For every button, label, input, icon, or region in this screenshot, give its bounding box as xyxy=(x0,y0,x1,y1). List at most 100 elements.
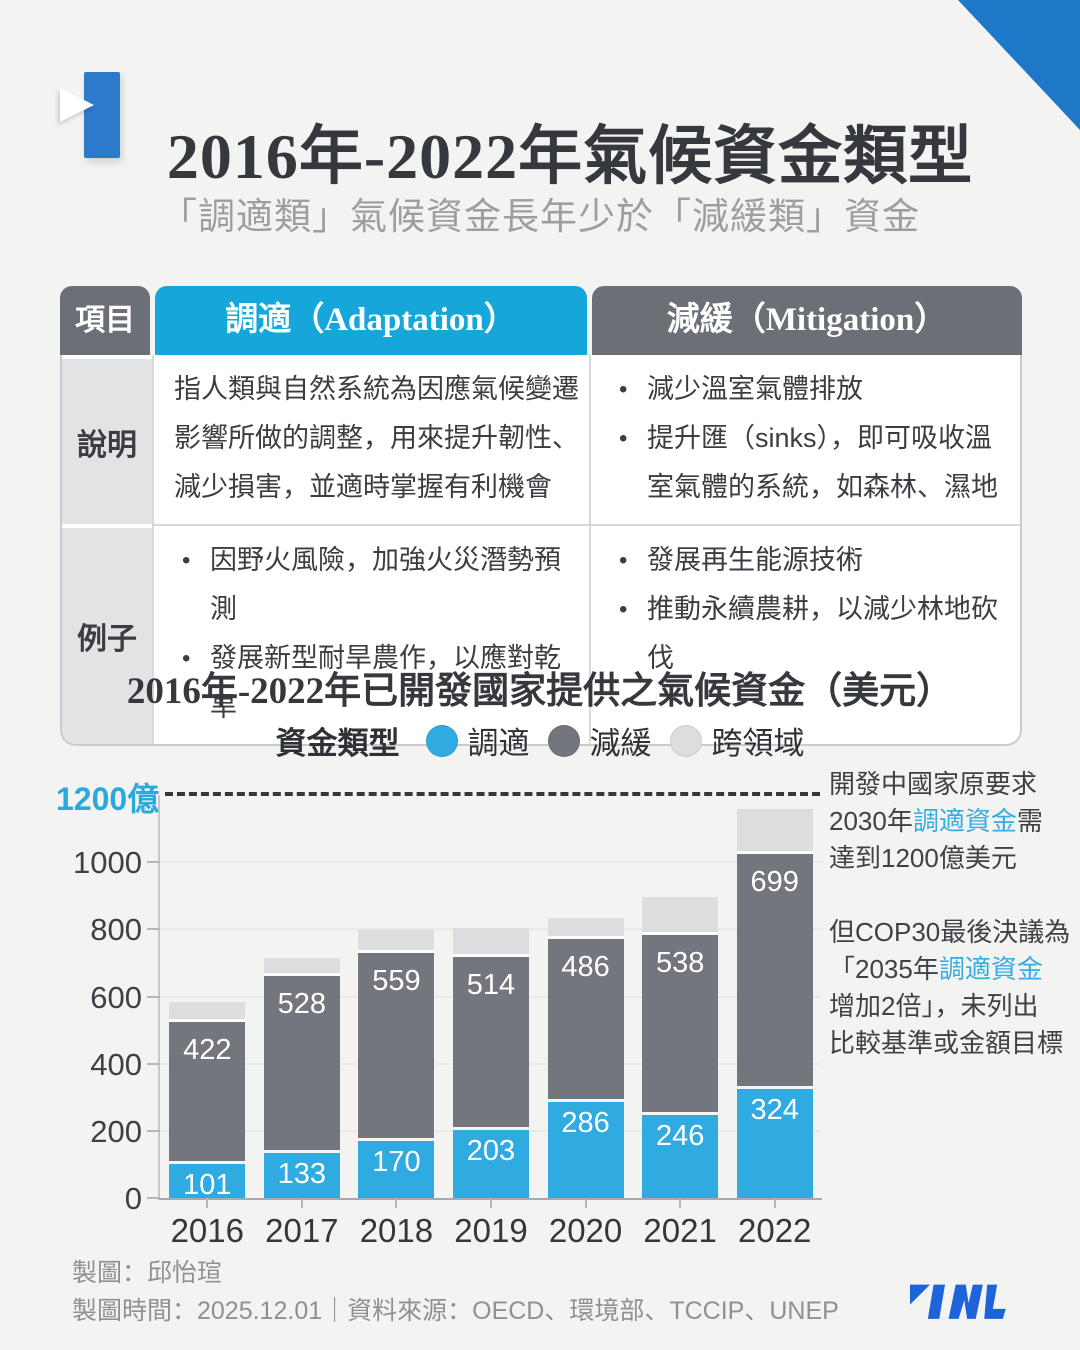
x-axis-category-label: 2020 xyxy=(548,1212,623,1249)
table-cell-mitigation-examples: 發展再生能源技術 推動永續農耕，以減少林地砍伐 xyxy=(589,524,1020,744)
annotation-paragraph-2: 但COP30最後決議為 「2035年調適資金增加2倍」，未列出 比較基準或金額目標 xyxy=(829,914,1075,1062)
x-axis-tick xyxy=(300,1198,303,1208)
bar-segment-cross_cutting-2021 xyxy=(642,897,719,935)
x-axis-tick xyxy=(584,1198,587,1208)
chart-plot: 0 200 400 600 800 1000 1200億 101 422 2016 133 528 20… xyxy=(56,781,822,1249)
bar-value-label-mitigation-2017: 528 xyxy=(277,988,327,1020)
list-item: 推動永續農耕，以減少林地砍伐 xyxy=(611,585,1010,683)
annotation-text: 開發中國家原要求 xyxy=(829,769,1038,799)
annotation-text: 「2035年 xyxy=(829,954,939,984)
adaptation-dot-icon xyxy=(425,724,458,757)
bar-segment-cross_cutting-2022 xyxy=(736,808,813,855)
list-item: 發展新型耐旱農作，以應對乾旱 xyxy=(174,634,579,732)
table-cell-adaptation-examples: 因野火風險，加強火災潛勢預測 發展新型耐旱農作，以應對乾旱 xyxy=(152,524,589,744)
annotation-text: 2030年 xyxy=(829,806,913,836)
bar-value-label-mitigation-2020: 486 xyxy=(561,950,610,983)
footer-meta: 製圖時間：2025.12.01｜資料來源：OECD、環境部、TCCIP、UNEP xyxy=(72,1297,839,1325)
bar-segment-cross_cutting-2016 xyxy=(169,1001,246,1023)
bar-segment-mitigation-2017 xyxy=(263,976,340,1154)
bar-value-label-mitigation-2019: 514 xyxy=(466,969,516,1002)
legend-label: 跨領域 xyxy=(711,726,805,761)
x-axis-category-label: 2018 xyxy=(359,1212,434,1249)
legend-label: 減緩 xyxy=(589,726,652,761)
bar-segment-adaptation-2020 xyxy=(547,1101,624,1198)
chart-legend: 資金類型 調適 減緩 跨領域 xyxy=(0,718,1080,763)
table-header-adaptation: 調適（Adaptation） xyxy=(155,286,587,355)
y-axis-tick xyxy=(147,861,160,864)
y-axis-tick xyxy=(147,995,160,998)
bar-segment-adaptation-2016 xyxy=(169,1164,246,1198)
x-axis-category-label: 2016 xyxy=(170,1212,244,1249)
bar-value-label-adaptation-2018: 170 xyxy=(372,1145,421,1178)
y-axis-tick xyxy=(147,1197,160,1199)
chart-annotations: 開發中國家原要求 2030年調適資金需 達到1200億美元 但COP30最後決議為 「2… xyxy=(829,766,1075,1099)
bar-value-label-adaptation-2017: 133 xyxy=(277,1158,327,1191)
table-cell-mitigation-description: 減少溫室氣體排放 提升匯（sinks），即可吸收溫室氣體的系統，如森林、濕地 xyxy=(589,355,1020,524)
annotation-line: 2030年調適資金需 xyxy=(829,803,1075,840)
bar-value-label-adaptation-2016: 101 xyxy=(183,1169,232,1202)
annotation-text: 達到1200億美元 xyxy=(829,843,1017,873)
bar-value-label-adaptation-2021: 246 xyxy=(655,1120,705,1153)
bar-value-label-mitigation-2016: 422 xyxy=(183,1034,232,1067)
annotation-highlight-text: 調適資金 xyxy=(938,954,1043,984)
mitigation-description-list: 減少溫室氣體排放 提升匯（sinks），即可吸收溫室氣體的系統，如森林、濕地 xyxy=(611,365,1010,512)
annotation-text: 但COP30最後決議為 xyxy=(829,917,1071,947)
y-axis-tick xyxy=(147,1062,160,1065)
annotation-line: 但COP30最後決議為 xyxy=(829,914,1075,951)
footer: 製圖：邱怡瑄 製圖時間：2025.12.01｜資料來源：OECD、環境部、TCC… xyxy=(72,1254,839,1330)
bar-segment-mitigation-2019 xyxy=(453,957,529,1130)
title-flag-fold-icon xyxy=(60,88,94,122)
gridline xyxy=(160,861,822,864)
x-axis-tick xyxy=(773,1198,776,1208)
page-subtitle: 「調適類」氣候資金長年少於「減緩類」資金 xyxy=(160,197,920,238)
annotation-line: 開發中國家原要求 xyxy=(829,766,1075,803)
y-axis-tick-label: 200 xyxy=(90,1113,142,1149)
comparison-table: 項目 調適（Adaptation） 減緩（Mitigation） 說明 指人類與… xyxy=(60,286,1022,746)
bar-value-label-mitigation-2022: 699 xyxy=(750,866,799,899)
adaptation-examples-list: 因野火風險，加強火災潛勢預測 發展新型耐旱農作，以應對乾旱 xyxy=(174,536,579,732)
x-axis-tick xyxy=(679,1198,682,1208)
annotation-line: 比較基準或金額目標 xyxy=(829,1025,1075,1062)
bar-value-label-mitigation-2021: 538 xyxy=(655,946,705,979)
annotation-text: 比較基準或金額目標 xyxy=(829,1028,1064,1058)
bar-segment-adaptation-2022 xyxy=(736,1089,813,1198)
x-axis-category-label: 2019 xyxy=(454,1212,528,1249)
bar-segment-mitigation-2020 xyxy=(547,938,624,1102)
target-line-label: 1200億 xyxy=(56,781,160,817)
x-axis-category-label: 2017 xyxy=(265,1212,339,1249)
annotation-text: 需 xyxy=(1016,806,1043,836)
bar-segment-adaptation-2019 xyxy=(453,1129,529,1198)
y-axis-tick-label: 0 xyxy=(124,1181,142,1216)
list-item: 因野火風險，加強火災潛勢預測 xyxy=(174,536,579,634)
list-item: 提升匯（sinks），即可吸收溫室氣體的系統，如森林、濕地 xyxy=(611,414,1010,512)
annotation-paragraph-1: 開發中國家原要求 2030年調適資金需 達到1200億美元 xyxy=(829,766,1075,877)
bar-segment-mitigation-2018 xyxy=(358,953,435,1141)
x-axis-category-label: 2022 xyxy=(737,1212,812,1249)
chart-title: 2016年-2022年已開發國家提供之氣候資金（美元） xyxy=(126,671,954,712)
legend-label: 調適 xyxy=(467,726,530,761)
x-axis-tick xyxy=(490,1198,492,1208)
y-axis-tick-label: 400 xyxy=(90,1046,142,1082)
x-axis-category-label: 2021 xyxy=(643,1212,717,1249)
bar-segment-mitigation-2021 xyxy=(642,934,719,1116)
y-axis-tick xyxy=(147,1129,160,1132)
bar-value-label-adaptation-2019: 203 xyxy=(466,1134,516,1167)
bar-segment-cross_cutting-2019 xyxy=(453,928,529,958)
x-axis-tick xyxy=(395,1198,398,1208)
bar-value-label-adaptation-2020: 286 xyxy=(561,1106,610,1139)
annotation-line: 增加2倍」，未列出 xyxy=(829,988,1075,1025)
mitigation-examples-list: 發展再生能源技術 推動永續農耕，以減少林地砍伐 xyxy=(611,536,1010,683)
bar-segment-adaptation-2017 xyxy=(263,1153,340,1198)
y-axis-tick-label: 600 xyxy=(90,979,142,1015)
y-axis-tick-label: 800 xyxy=(90,912,142,948)
table-header-row: 項目 調適（Adaptation） 減緩（Mitigation） xyxy=(60,286,1022,355)
adaptation-description-text: 指人類與自然系統為因應氣候變遷影響所做的調整，用來提升韌性、減少損害，並適時掌握… xyxy=(174,374,579,502)
list-item: 發展再生能源技術 xyxy=(611,536,1010,585)
table-body: 說明 指人類與自然系統為因應氣候變遷影響所做的調整，用來提升韌性、減少損害，並適… xyxy=(60,355,1022,746)
table-cell-adaptation-description: 指人類與自然系統為因應氣候變遷影響所做的調整，用來提升韌性、減少損害，並適時掌握… xyxy=(152,355,589,524)
y-axis-tick-label: 1000 xyxy=(73,845,142,881)
page-title: 2016年-2022年氣候資金類型 xyxy=(166,120,974,192)
bar-segment-adaptation-2018 xyxy=(358,1140,435,1198)
bar-segment-cross_cutting-2017 xyxy=(263,957,340,977)
table-header-item: 項目 xyxy=(60,286,150,355)
